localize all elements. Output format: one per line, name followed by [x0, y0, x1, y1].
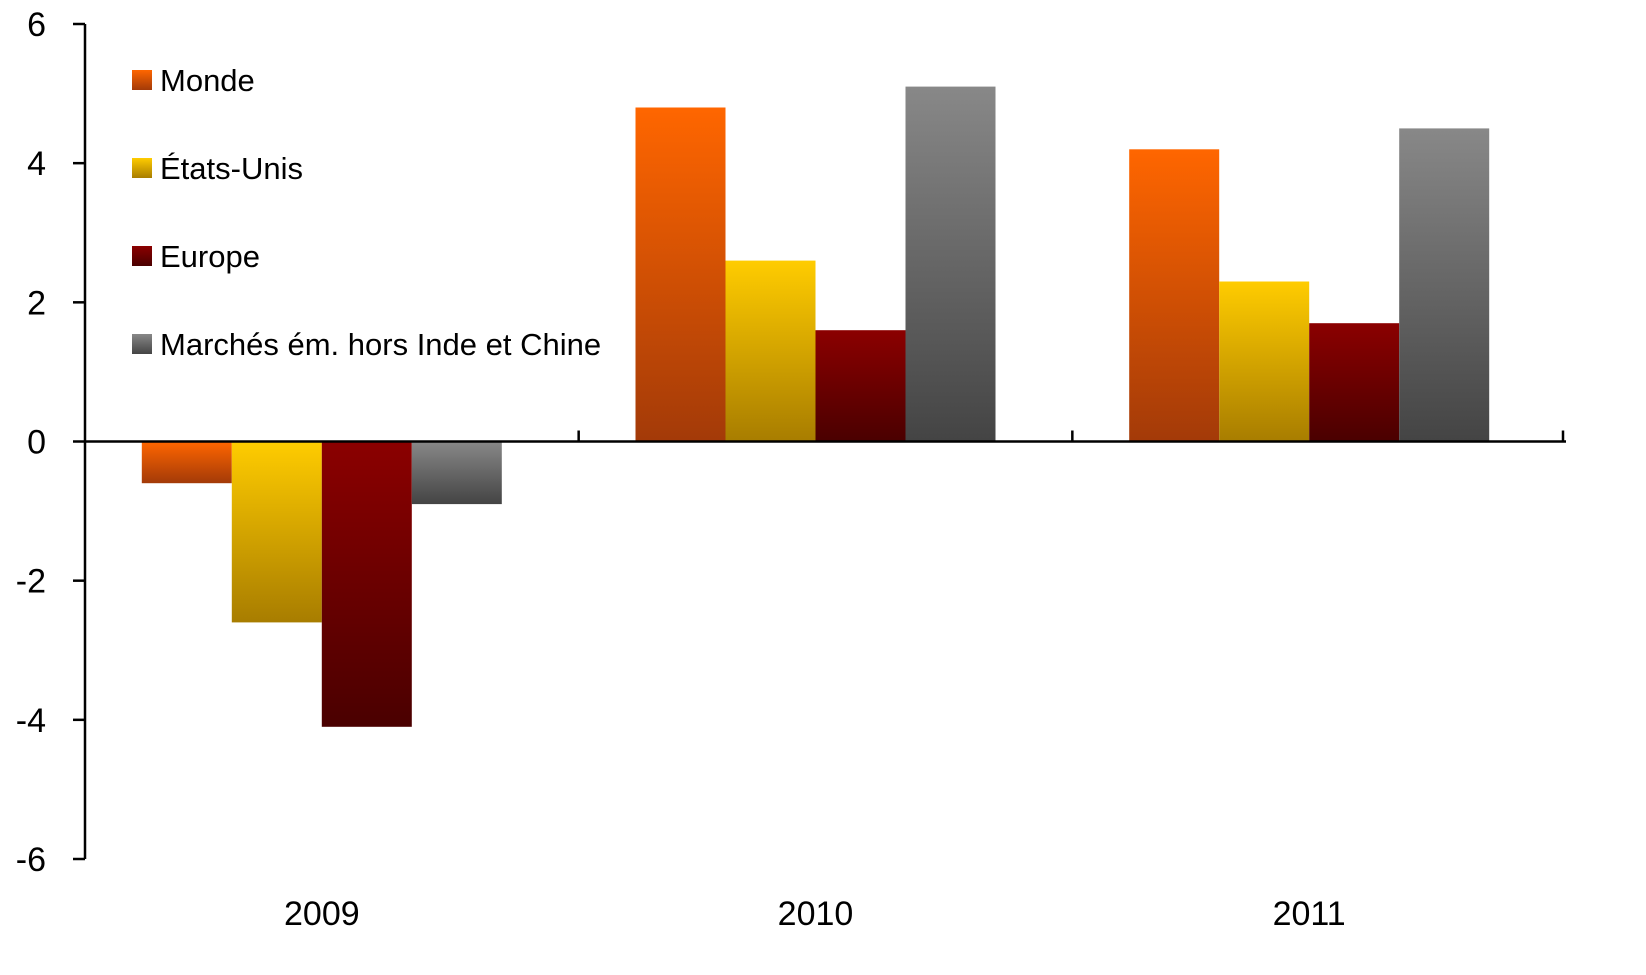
bar-2011-1 — [1219, 281, 1310, 442]
legend-item: États-Unis — [132, 151, 303, 186]
legend-swatch — [132, 158, 152, 178]
bar-2009-1 — [231, 441, 322, 623]
bar-2009-0 — [141, 441, 232, 484]
legend-item: Europe — [132, 239, 260, 274]
bar-2010-0 — [635, 107, 726, 442]
x-tick-label: 2009 — [284, 895, 360, 933]
bar-2010-3 — [905, 86, 996, 442]
legend-item: Marchés ém. hors Inde et Chine — [132, 327, 601, 362]
bars-layer — [141, 86, 1490, 727]
legend-label: États-Unis — [160, 151, 303, 186]
y-tick-label: 6 — [27, 6, 46, 44]
bar-2011-0 — [1129, 149, 1220, 442]
bar-2009-2 — [321, 441, 412, 727]
y-tick-label: 0 — [27, 424, 46, 462]
bar-2011-2 — [1309, 323, 1400, 442]
bar-2010-1 — [725, 260, 816, 442]
legend-swatch — [132, 246, 152, 266]
y-tick-label: -2 — [16, 563, 46, 601]
y-tick-label: 4 — [27, 145, 46, 183]
bar-2009-3 — [411, 441, 502, 505]
legend-swatch — [132, 334, 152, 354]
legend-label: Monde — [160, 63, 255, 98]
bar-2010-2 — [815, 330, 906, 442]
y-tick-label: 2 — [27, 284, 46, 322]
x-tick-label: 2010 — [778, 895, 854, 933]
legend-label: Marchés ém. hors Inde et Chine — [160, 327, 601, 362]
legend: Monde États-Unis Europe Marchés ém. hors In… — [132, 63, 601, 362]
legend-item: Monde — [132, 63, 255, 98]
y-tick-label: -6 — [16, 841, 46, 879]
axes-layer: -6 -4 -2 0 2 4 6 2009 2010 2011 — [16, 6, 1566, 933]
bar-2011-3 — [1399, 128, 1490, 442]
y-tick-label: -4 — [16, 702, 46, 740]
legend-swatch — [132, 70, 152, 90]
x-tick-label: 2011 — [1273, 895, 1346, 933]
legend-label: Europe — [160, 239, 260, 274]
